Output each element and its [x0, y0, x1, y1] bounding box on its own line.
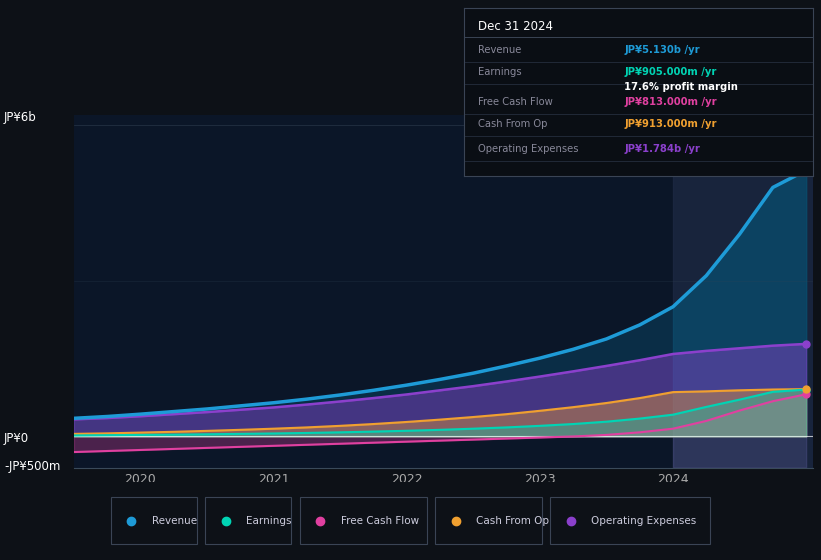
Text: Free Cash Flow: Free Cash Flow: [478, 97, 553, 108]
Text: Operating Expenses: Operating Expenses: [478, 144, 578, 155]
Text: JP¥0: JP¥0: [4, 432, 30, 445]
Text: Earnings: Earnings: [478, 67, 521, 77]
Text: Operating Expenses: Operating Expenses: [591, 516, 696, 526]
Bar: [673, 115, 813, 468]
Point: [800, 166, 813, 175]
Text: JP¥913.000m /yr: JP¥913.000m /yr: [624, 119, 717, 129]
Text: Cash From Op: Cash From Op: [478, 119, 548, 129]
Text: Dec 31 2024: Dec 31 2024: [478, 20, 553, 33]
Text: Free Cash Flow: Free Cash Flow: [341, 516, 419, 526]
Text: Revenue: Revenue: [152, 516, 197, 526]
Text: JP¥6b: JP¥6b: [4, 111, 37, 124]
Text: JP¥813.000m /yr: JP¥813.000m /yr: [624, 97, 717, 108]
Point: [800, 390, 813, 399]
Text: JP¥1.784b /yr: JP¥1.784b /yr: [624, 144, 700, 155]
Text: Earnings: Earnings: [246, 516, 291, 526]
Text: Revenue: Revenue: [478, 45, 521, 55]
Point: [800, 339, 813, 348]
Text: JP¥905.000m /yr: JP¥905.000m /yr: [624, 67, 717, 77]
Text: Cash From Op: Cash From Op: [476, 516, 549, 526]
Point: [800, 385, 813, 394]
Text: 17.6% profit margin: 17.6% profit margin: [624, 82, 738, 92]
Point: [800, 385, 813, 394]
Text: -JP¥500m: -JP¥500m: [4, 460, 61, 473]
Text: JP¥5.130b /yr: JP¥5.130b /yr: [624, 45, 700, 55]
